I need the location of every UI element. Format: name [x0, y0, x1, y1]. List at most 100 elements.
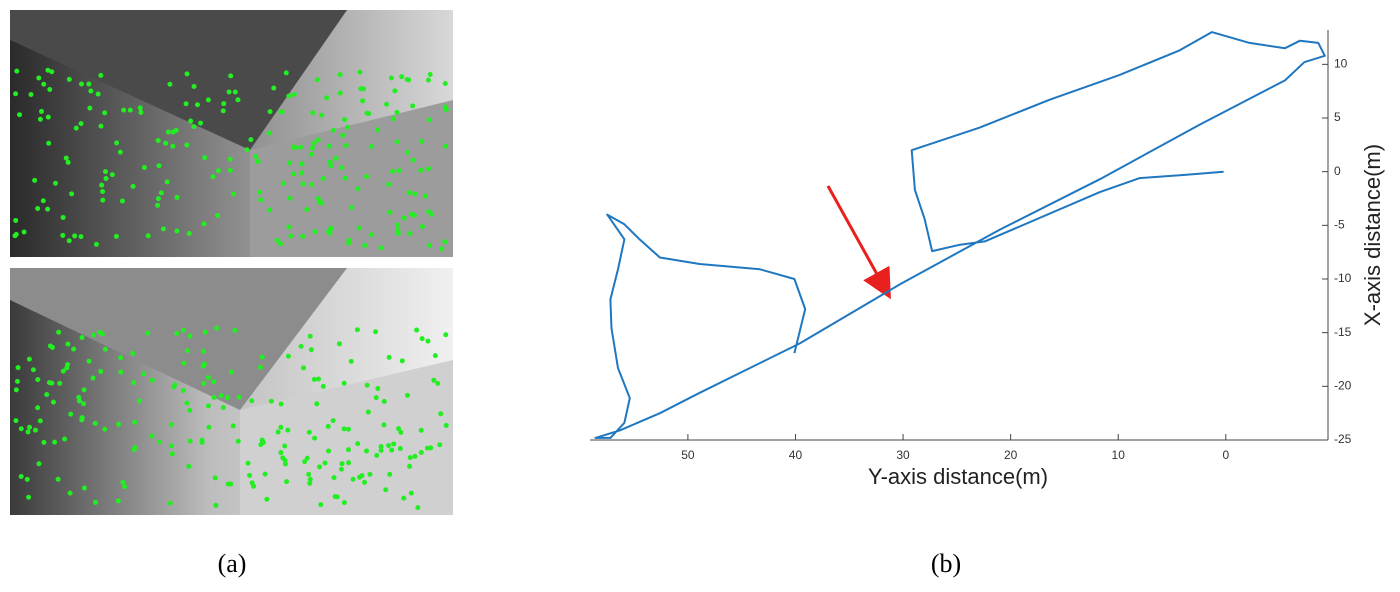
- feature-point: [163, 140, 169, 146]
- feature-point: [285, 353, 291, 359]
- feature-point: [298, 144, 304, 150]
- feature-point: [355, 441, 361, 447]
- feature-point: [391, 441, 397, 447]
- feature-point: [341, 426, 347, 432]
- feature-point: [47, 343, 53, 349]
- feature-point: [81, 401, 87, 407]
- y-tick-label: 0: [1334, 164, 1341, 178]
- feature-point: [149, 433, 155, 439]
- feature-point: [317, 464, 323, 470]
- feature-point: [13, 231, 19, 237]
- feature-point: [215, 168, 221, 174]
- feature-point: [267, 109, 273, 115]
- feature-point: [359, 473, 365, 479]
- feature-point: [184, 142, 190, 148]
- feature-point: [375, 386, 381, 392]
- feature-point: [384, 101, 390, 107]
- feature-point: [201, 381, 207, 387]
- feature-point: [181, 360, 187, 366]
- feature-point: [412, 453, 418, 459]
- feature-point: [102, 169, 108, 175]
- feature-point: [132, 445, 138, 451]
- y-tick-label: -25: [1334, 432, 1352, 446]
- feature-point: [410, 103, 416, 109]
- feature-point: [79, 415, 85, 421]
- feature-point: [300, 233, 306, 239]
- feature-point: [99, 182, 105, 188]
- feature-point: [205, 403, 211, 409]
- ceiling: [10, 10, 347, 150]
- feature-point: [282, 443, 288, 449]
- feature-point: [168, 443, 174, 449]
- feature-point: [184, 348, 190, 354]
- feature-point: [401, 495, 407, 501]
- feature-point: [307, 476, 313, 482]
- feature-point: [399, 74, 405, 80]
- feature-point: [102, 426, 108, 432]
- feature-point: [26, 356, 32, 362]
- feature-point: [283, 70, 289, 76]
- feature-point: [102, 346, 108, 352]
- feature-point: [418, 427, 424, 433]
- feature-point: [174, 330, 180, 336]
- feature-point: [194, 102, 200, 108]
- x-tick-label: 30: [896, 448, 910, 462]
- feature-point: [98, 123, 104, 129]
- feature-point: [200, 363, 206, 369]
- feature-point: [102, 110, 108, 116]
- y-tick-label: 5: [1334, 110, 1341, 124]
- feature-point: [340, 132, 346, 138]
- caption: (b): [931, 549, 961, 578]
- feature-point: [114, 140, 120, 146]
- feature-point: [328, 226, 334, 232]
- feature-point: [117, 149, 123, 155]
- feature-point: [13, 91, 19, 97]
- feature-point: [345, 447, 351, 453]
- feature-point: [315, 376, 321, 382]
- x-tick-label: 10: [1112, 448, 1126, 462]
- feature-point: [365, 409, 371, 415]
- feature-point: [324, 95, 330, 101]
- feature-point: [309, 145, 315, 151]
- feature-point: [132, 419, 138, 425]
- feature-point: [36, 75, 42, 81]
- feature-point: [318, 502, 324, 508]
- feature-point: [439, 246, 445, 252]
- feature-point: [156, 163, 162, 169]
- feature-point: [258, 197, 264, 203]
- feature-point: [164, 179, 170, 185]
- feature-point: [425, 77, 431, 83]
- feature-point: [368, 232, 374, 238]
- feature-point: [326, 143, 332, 149]
- y-tick-label: -15: [1334, 325, 1352, 339]
- feature-point: [257, 189, 263, 195]
- feature-point: [426, 209, 432, 215]
- feature-point: [118, 369, 124, 375]
- feature-point: [275, 429, 281, 435]
- feature-point: [291, 91, 297, 97]
- feature-point: [210, 174, 216, 180]
- feature-point: [228, 73, 234, 79]
- feature-point: [202, 155, 208, 161]
- feature-point: [72, 233, 78, 239]
- feature-point: [406, 190, 412, 196]
- feature-point: [155, 202, 161, 208]
- feature-point: [419, 138, 425, 144]
- feature-point: [310, 110, 316, 116]
- feature-point: [368, 143, 374, 149]
- feature-point: [69, 191, 75, 197]
- feature-point: [131, 380, 137, 386]
- feature-point: [13, 217, 19, 223]
- feature-point: [201, 221, 207, 227]
- feature-point: [215, 212, 221, 218]
- feature-point: [279, 109, 285, 115]
- feature-point: [437, 442, 443, 448]
- feature-point: [44, 392, 50, 398]
- feature-point: [408, 490, 414, 496]
- feature-point: [396, 168, 402, 174]
- feature-point: [262, 471, 268, 477]
- feature-point: [306, 471, 312, 477]
- feature-point: [388, 75, 394, 81]
- feature-point: [404, 76, 410, 82]
- feature-point: [127, 107, 133, 113]
